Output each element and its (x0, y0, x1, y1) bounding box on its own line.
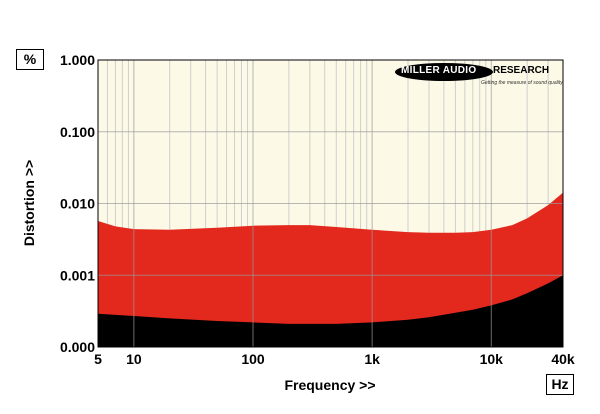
x-tick-label: 5 (94, 351, 102, 367)
miller-audio-research-logo: MILLER AUDIO RESEARCH Getting the measur… (395, 59, 563, 89)
y-tick-label: 0.100 (60, 124, 95, 140)
y-axis-label: Distortion >> (21, 160, 37, 246)
logo-word2: RESEARCH (493, 65, 550, 76)
logo-pill (395, 63, 493, 81)
x-tick-labels: 5 10 100 1k 10k 40k (94, 351, 575, 367)
x-tick-label: 100 (241, 351, 265, 367)
y-tick-label: 0.001 (60, 267, 95, 283)
y-tick-label: 0.010 (60, 196, 95, 212)
x-tick-label: 1k (364, 351, 380, 367)
x-tick-label: 40k (551, 351, 575, 367)
x-tick-label: 10k (480, 351, 504, 367)
y-tick-label: 0.000 (60, 339, 95, 355)
logo-word1: MILLER AUDIO (401, 65, 477, 76)
x-axis-label: Frequency >> (284, 377, 375, 393)
x-unit-label: Hz (546, 374, 574, 395)
logo-tagline: Getting the measure of sound quality (481, 80, 563, 86)
y-tick-label: 1.000 (60, 52, 95, 68)
major-gridlines (98, 60, 563, 347)
distortion-upper-band (98, 192, 563, 347)
plot-frame (97, 59, 564, 348)
y-unit-label: % (16, 49, 44, 70)
y-tick-labels: 0.000 0.001 0.010 0.100 1.000 (60, 52, 95, 355)
distortion-lower-band (98, 275, 563, 347)
x-tick-label: 10 (126, 351, 142, 367)
